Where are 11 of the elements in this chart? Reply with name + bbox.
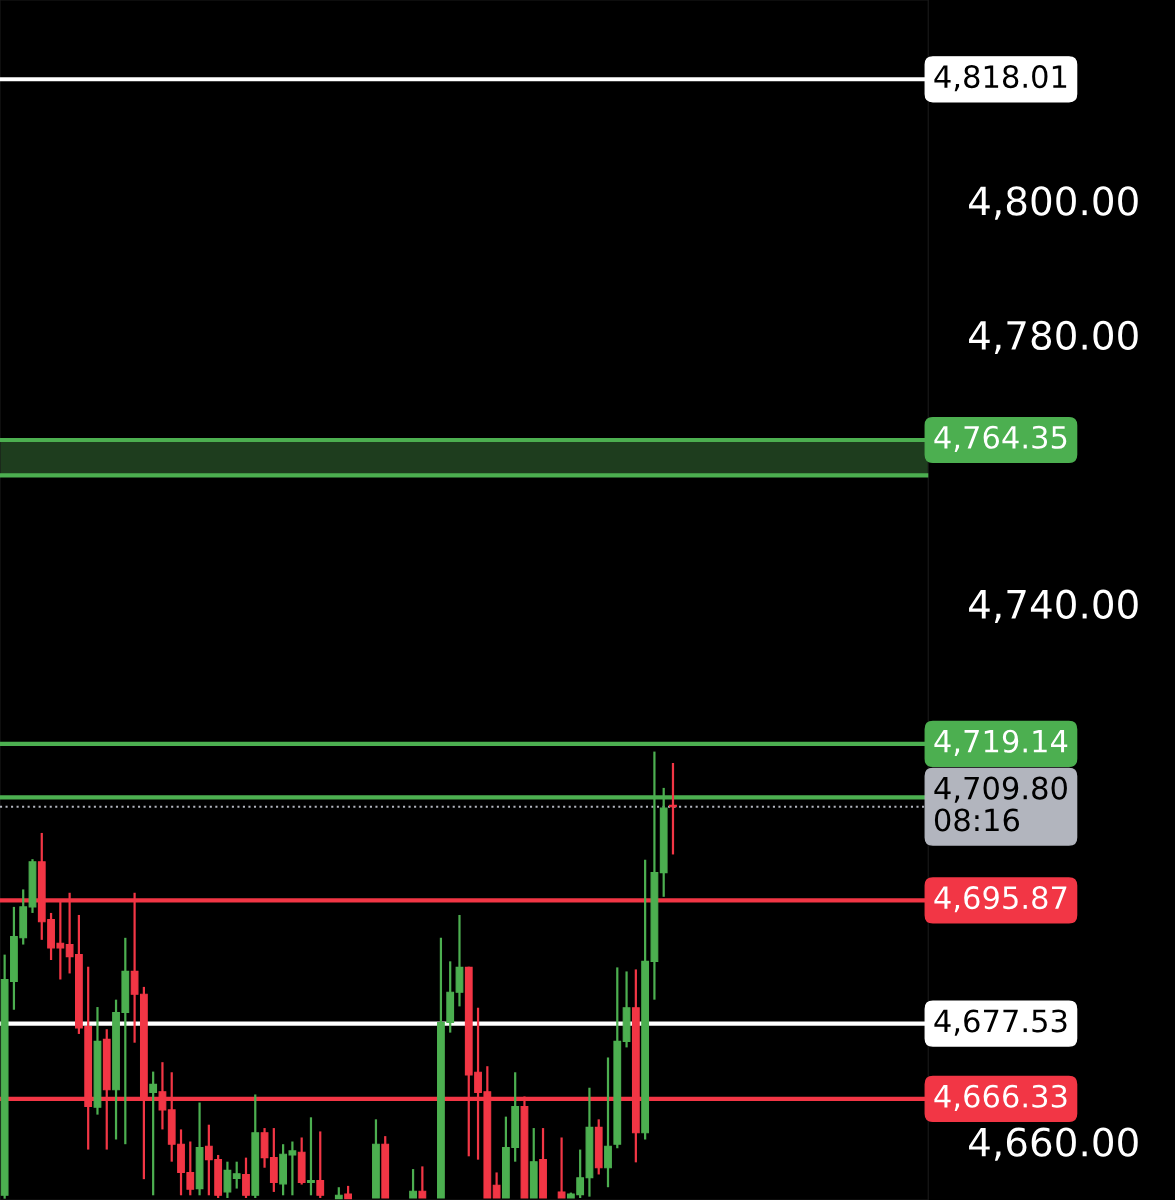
y-tick-label: 4,800.00: [969, 186, 1138, 220]
y-tick-label: 4,780.00: [969, 320, 1138, 355]
ref-line-label: 4,666.33: [934, 1084, 1067, 1111]
ref-line-label: 4,677.53: [934, 1009, 1067, 1036]
y-tick-label: 4,660.00: [969, 1127, 1138, 1161]
y-tick-label: 4,740.00: [969, 589, 1138, 623]
ref-line-label: 4,719.14: [934, 729, 1068, 756]
ref-line-label: 4,695.87: [934, 886, 1067, 913]
ref-line-label: 4,818.01: [934, 65, 1067, 92]
ref-line-label: 4,709.80 08:16: [934, 776, 1067, 832]
ref-line-label: 4,764.35: [934, 425, 1067, 452]
